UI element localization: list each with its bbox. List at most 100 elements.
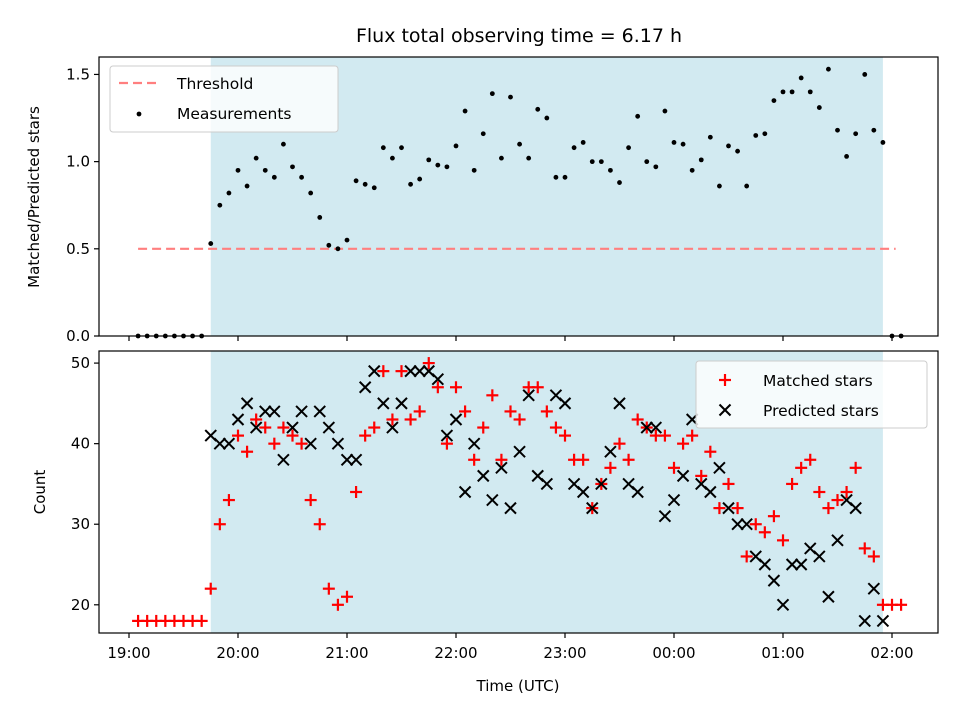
matched-star-point	[840, 486, 853, 498]
top-legend: Threshold Measurements	[109, 65, 339, 133]
matched-star-point	[831, 494, 844, 507]
predicted-star-point	[822, 590, 835, 603]
matched-star-point	[495, 453, 508, 466]
measurement-point	[762, 131, 768, 137]
matched-star-point	[377, 365, 390, 378]
measurement-point	[281, 141, 286, 147]
predicted-star-point	[340, 453, 354, 466]
measurement-point	[553, 174, 559, 180]
predicted-star-point	[449, 413, 463, 426]
measurement-point	[844, 153, 849, 159]
top-y-tick-label: 1.5	[66, 65, 90, 83]
measurement-point	[635, 113, 641, 119]
bottom-x-tick-label: 23:00	[543, 644, 586, 662]
matched-star-point	[540, 405, 553, 418]
predicted-star-point	[413, 364, 426, 378]
matched-star-point	[250, 413, 263, 426]
matched-star-point	[722, 477, 735, 490]
matched-star-point	[259, 421, 272, 434]
matched-star-point	[232, 429, 244, 442]
measurement-point	[499, 155, 504, 161]
bottom-x-tick-label: 21:00	[325, 644, 368, 662]
predicted-star-point	[849, 501, 862, 515]
matched-star-point	[813, 486, 826, 498]
predicted-star-point	[259, 405, 272, 418]
measurement-point	[208, 241, 214, 246]
predicted-star-point	[513, 445, 526, 458]
predicted-star-point	[767, 574, 781, 587]
bottom-y-tick-label: 50	[71, 354, 90, 372]
measurement-point	[480, 131, 486, 137]
measurement-point	[835, 127, 840, 133]
measurement-point	[353, 178, 359, 184]
matched-star-point	[786, 477, 799, 490]
matched-star-point	[395, 365, 408, 378]
bottom-y-tick-label: 40	[71, 435, 90, 453]
matched-star-point	[313, 518, 326, 531]
measurement-point	[471, 167, 477, 173]
predicted-star-point	[631, 485, 644, 499]
matched-star-point	[204, 582, 217, 595]
measurement-point	[335, 246, 341, 252]
predicted-star-point	[595, 477, 608, 491]
measurement-point	[707, 134, 713, 140]
measurement-point	[444, 164, 450, 170]
predicted-star-point	[386, 421, 399, 434]
measurement-point	[589, 159, 595, 165]
measurement-point	[871, 127, 877, 133]
measurement-point	[380, 145, 386, 151]
bottom-y-axis-label: Count	[31, 470, 49, 515]
measurement-point	[226, 190, 232, 196]
top-panel: 0.0 0.5 1.0 1.5 Matched/Predicted stars Thr…	[25, 56, 939, 345]
matched-star-point	[804, 453, 817, 466]
matched-star-point	[368, 421, 381, 434]
measurement-point	[262, 167, 268, 173]
predicted-star-point	[713, 461, 726, 475]
bottom-x-tick-label: 22:00	[434, 644, 477, 662]
measurement-point	[662, 108, 668, 114]
measurement-point	[253, 155, 259, 161]
predicted-star-point	[758, 558, 772, 571]
measurement-point	[299, 174, 304, 180]
top-legend-box	[109, 65, 339, 133]
matched-star-point	[749, 518, 762, 531]
predicted-star-point	[486, 493, 499, 507]
predicted-star-point	[349, 453, 363, 466]
predicted-star-point	[249, 421, 263, 434]
predicted-star-point	[331, 437, 345, 450]
measurement-point	[217, 202, 223, 208]
bottom-legend-matched-label: Matched stars	[763, 372, 873, 390]
matched-star-point	[241, 445, 254, 458]
predicted-star-point	[286, 421, 299, 434]
predicted-star-point	[667, 493, 681, 507]
top-y-tick-label: 1.0	[66, 153, 90, 171]
matched-star-point	[731, 502, 744, 515]
predicted-star-point	[368, 364, 381, 378]
predicted-star-point	[640, 421, 653, 434]
measurement-point	[517, 141, 522, 147]
matched-star-point	[322, 582, 335, 595]
measurement-point	[689, 167, 695, 173]
measurement-point	[653, 164, 659, 170]
matched-star-point	[531, 381, 544, 394]
measurement-point	[626, 145, 631, 151]
measurement-point	[680, 141, 686, 147]
matched-star-point	[431, 381, 444, 394]
top-y-tick-label: 0.0	[66, 327, 90, 345]
predicted-star-point	[440, 429, 454, 442]
measurement-point	[417, 176, 423, 182]
predicted-star-point	[395, 397, 408, 410]
predicted-star-point	[813, 550, 826, 563]
matched-star-point	[450, 381, 462, 394]
matched-star-point	[577, 453, 590, 466]
measurement-point	[771, 98, 777, 103]
matched-star-point	[213, 518, 226, 531]
predicted-star-point	[586, 501, 599, 515]
top-plot-frame	[98, 56, 939, 337]
predicted-star-point	[613, 397, 626, 410]
measurement-point	[435, 162, 441, 168]
predicted-star-point	[604, 445, 617, 458]
matched-star-point	[549, 421, 562, 434]
matched-star-point	[504, 405, 517, 418]
